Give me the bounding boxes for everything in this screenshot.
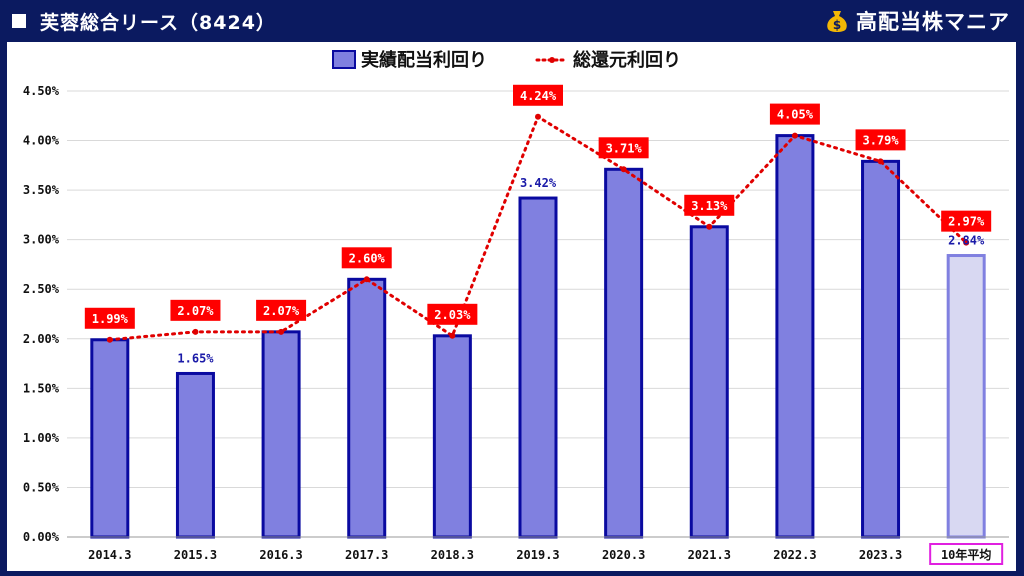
line-value-label-bg	[341, 247, 392, 269]
bar-labels: 1.65% 3.42% 2.84%	[177, 176, 985, 365]
line-value-label-bg	[84, 307, 135, 329]
bar	[946, 254, 986, 539]
y-tick-label: 4.50%	[23, 84, 60, 98]
y-tick-label: 2.50%	[23, 282, 60, 296]
line-point	[963, 239, 970, 246]
y-tick-label: 0.00%	[23, 530, 60, 544]
legend-line-marker	[549, 57, 555, 63]
legend-bar-swatch	[332, 50, 356, 69]
line-labels: 1.99% 2.07% 2.07% 2.60% 2.03% 4.24% 3.71% 3.13%…	[84, 84, 992, 329]
chart-svg: 実績配当利回り 総還元利回り 0.00% 0.50% 1.00% 1.50% 2.00%…	[23, 49, 1009, 565]
x-tick-label: 2019.3	[516, 548, 559, 562]
x-tick-highlight-box	[929, 543, 1004, 565]
line-point	[449, 332, 456, 339]
bar	[604, 167, 644, 539]
x-axis-ticks: 2014.3 2015.3 2016.3 2017.3 2018.3 2019.3 2020…	[88, 543, 1004, 565]
x-tick-label: 2020.3	[602, 548, 645, 562]
brand: $ 高配当株マニア	[824, 6, 1010, 36]
bar	[90, 338, 130, 539]
line-point	[877, 158, 884, 165]
line-point	[535, 113, 541, 120]
plot-panel: 実績配当利回り 総還元利回り 0.00% 0.50% 1.00% 1.50% 2.00%…	[7, 42, 1016, 571]
line-value-label: 4.05%	[777, 108, 814, 122]
y-tick-label: 0.50%	[23, 480, 60, 494]
line-value-label: 2.07%	[263, 304, 300, 318]
money-bag-icon: $	[827, 11, 847, 32]
line-value-label: 3.13%	[691, 199, 728, 213]
line-value-label-bg	[941, 210, 992, 232]
line-value-label-bg	[598, 137, 649, 159]
title-bar: 芙蓉総合リース（8424） $ 高配当株マニア	[0, 0, 1024, 42]
line-value-label: 2.60%	[349, 251, 386, 265]
bar	[347, 277, 387, 539]
line-value-label: 4.24%	[520, 89, 557, 103]
bar-value-label: 1.65%	[177, 351, 214, 365]
legend-bar-label: 実績配当利回り	[361, 49, 487, 71]
line-point	[106, 336, 113, 343]
line-point	[791, 132, 798, 139]
line-value-label-bg	[855, 129, 906, 151]
title-square-icon	[12, 14, 26, 28]
total-return-line	[106, 113, 970, 343]
x-tick-label: 2018.3	[431, 548, 474, 562]
bar-value-label: 3.42%	[520, 176, 557, 190]
y-tick-label: 3.50%	[23, 183, 60, 197]
bar	[861, 159, 901, 539]
x-tick-label: 2021.3	[688, 548, 731, 562]
bar	[432, 334, 472, 539]
line-value-label-bg	[769, 103, 820, 125]
line-value-label-bg	[170, 299, 221, 321]
y-tick-label: 1.00%	[23, 431, 60, 445]
line-value-label-bg	[684, 194, 735, 216]
line-value-label: 2.97%	[948, 215, 985, 229]
x-tick-label: 10年平均	[941, 547, 991, 562]
y-tick-label: 1.50%	[23, 381, 60, 395]
page-title: 芙蓉総合リース（8424）	[40, 12, 276, 34]
bar	[775, 134, 815, 539]
bar	[261, 330, 301, 539]
line-point	[278, 328, 285, 335]
line-point	[620, 166, 627, 173]
line-value-label: 1.99%	[92, 312, 129, 326]
legend-line-label: 総還元利回り	[573, 49, 681, 71]
bar-value-label: 2.84%	[948, 234, 985, 248]
x-tick-label: 2016.3	[259, 548, 302, 562]
legend: 実績配当利回り 総還元利回り	[332, 49, 681, 71]
y-tick-label: 4.00%	[23, 134, 60, 148]
bar	[689, 225, 729, 539]
line-point	[706, 223, 713, 230]
brand-name: 高配当株マニア	[856, 10, 1010, 34]
line-value-label-bg	[256, 299, 307, 321]
line-point	[192, 328, 199, 335]
x-tick-label: 2023.3	[859, 548, 902, 562]
bar	[175, 371, 215, 539]
line-value-label: 3.79%	[862, 133, 899, 147]
y-axis-ticks: 0.00% 0.50% 1.00% 1.50% 2.00% 2.50% 3.00% 3.50%…	[23, 84, 60, 544]
line-value-label: 2.03%	[434, 308, 471, 322]
x-tick-label: 2017.3	[345, 548, 388, 562]
svg-text:$: $	[833, 18, 841, 32]
x-tick-label: 2015.3	[174, 548, 217, 562]
y-tick-label: 2.00%	[23, 332, 60, 346]
line-value-label: 3.71%	[606, 141, 643, 155]
line-point	[363, 276, 370, 283]
line-value-label-bg	[513, 84, 563, 106]
line-value-label: 2.07%	[177, 304, 214, 318]
x-tick-label: 2022.3	[773, 548, 816, 562]
line-value-label-bg	[427, 303, 478, 325]
x-tick-label: 2014.3	[88, 548, 131, 562]
y-tick-label: 3.00%	[23, 233, 60, 247]
bars	[90, 134, 986, 539]
bar	[518, 196, 558, 539]
